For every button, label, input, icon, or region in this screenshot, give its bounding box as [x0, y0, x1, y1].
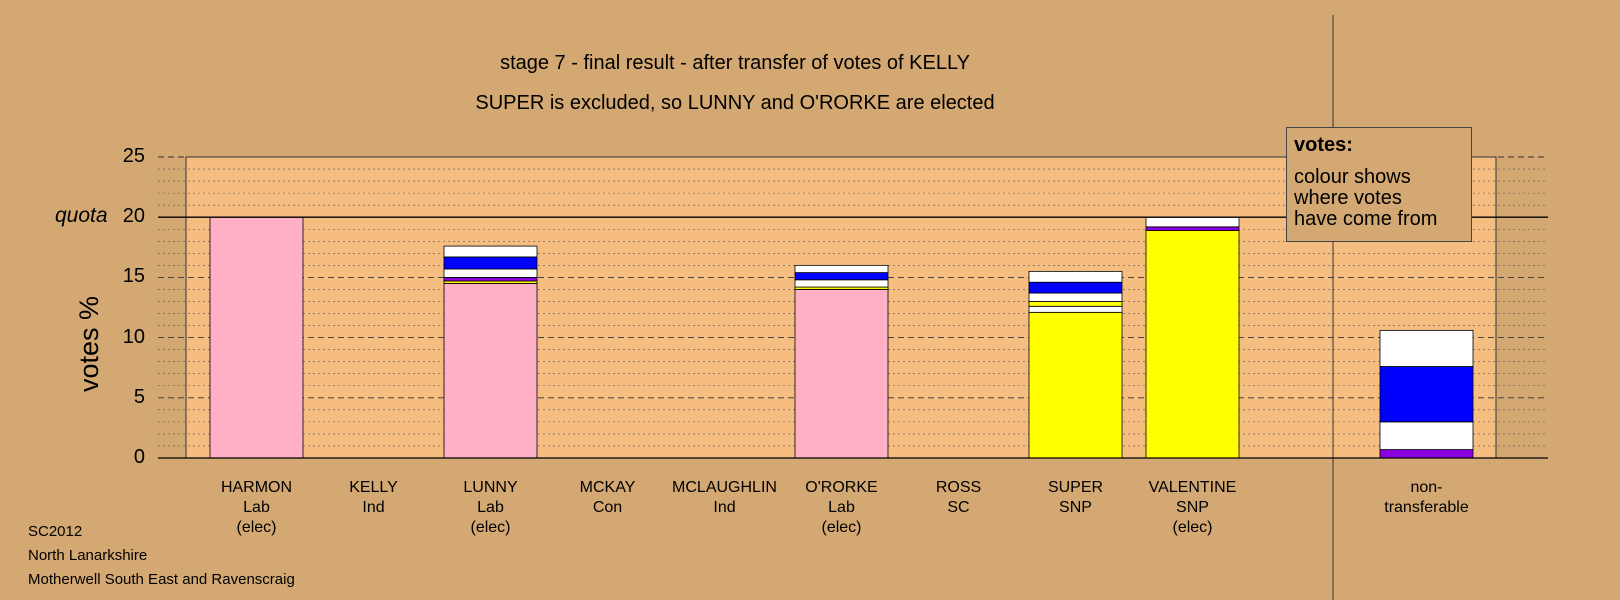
bar-segment-snp: [1145, 230, 1240, 459]
footer-council: North Lanarkshire: [28, 547, 148, 564]
bar-segment-con: [443, 256, 538, 270]
legend-line: where votes: [1294, 187, 1402, 209]
bar-segment-con: [794, 272, 889, 281]
y-tick-label: 0: [133, 446, 145, 468]
footer-election: SC2012: [28, 523, 83, 540]
y-tick-label: 10: [122, 325, 145, 348]
chart-subtitle: SUPER is excluded, so LUNNY and O'RORKE …: [475, 92, 995, 114]
x-category-label: MCLAUGHLIN Ind: [672, 479, 777, 516]
bar-segment-ind: [443, 245, 538, 258]
y-axis-title: votes %: [74, 295, 104, 392]
x-category-label: KELLY Ind: [349, 479, 398, 516]
bar-segment-lab: [794, 289, 889, 459]
legend-box: votes: colour shows where votes have com…: [1286, 127, 1472, 242]
bar-segment-sc: [443, 276, 538, 282]
bar-super: [1028, 270, 1123, 459]
bar-segment-ind: [1028, 305, 1123, 313]
bar-segment-ind: [443, 268, 538, 278]
y-tick-label: 20: [122, 205, 145, 228]
bar-segment-ind: [1145, 216, 1240, 228]
x-category-label: SUPER SNP: [1047, 479, 1104, 516]
x-category-label: VALENTINE SNP (elec): [1148, 479, 1237, 536]
bar-segment-ind: [1028, 270, 1123, 283]
bar-segment-ind: [1379, 421, 1474, 450]
bar-valentine: [1145, 216, 1240, 459]
chart-title: stage 7 - final result - after transfer …: [500, 52, 970, 74]
bar-segment-ind: [794, 279, 889, 288]
bar-segment-snp: [1028, 311, 1123, 459]
x-category-label: MCKAY Con: [579, 479, 636, 516]
bar-segment-ind: [794, 264, 889, 273]
bar-segment-con: [1028, 281, 1123, 294]
x-category-label: O'RORKE Lab (elec): [805, 479, 878, 536]
quota-label: quota: [55, 204, 108, 228]
bar-segment-snp: [1028, 301, 1123, 307]
legend-line: colour shows: [1294, 166, 1411, 188]
bar-segment-sc: [1145, 226, 1240, 231]
bar-ororke: [794, 264, 889, 459]
bar-harmon: [209, 216, 304, 459]
legend-title: votes:: [1294, 134, 1353, 156]
bar-segment-sc: [1379, 449, 1474, 459]
legend-line: have come from: [1294, 208, 1438, 230]
y-tick-label: 15: [122, 265, 145, 288]
bar-segment-ind: [1028, 292, 1123, 302]
bar-segment-lab: [443, 283, 538, 459]
y-tick-label: 25: [122, 145, 145, 167]
x-nontransferable-label: non-transferable: [1384, 479, 1469, 516]
y-tick-label: 5: [133, 385, 145, 408]
bar-segment-con: [1379, 366, 1474, 423]
x-category-label: HARMON Lab (elec): [220, 479, 293, 536]
bar-lunny: [443, 245, 538, 459]
x-category-label: ROSS SC: [935, 479, 982, 516]
bar-nontransferable: [1379, 329, 1474, 459]
footer-ward: Motherwell South East and Ravenscraig: [28, 571, 295, 588]
bar-segment-ind: [1379, 329, 1474, 367]
x-category-label: LUNNY Lab (elec): [463, 479, 518, 536]
bar-segment-lab: [209, 216, 304, 459]
